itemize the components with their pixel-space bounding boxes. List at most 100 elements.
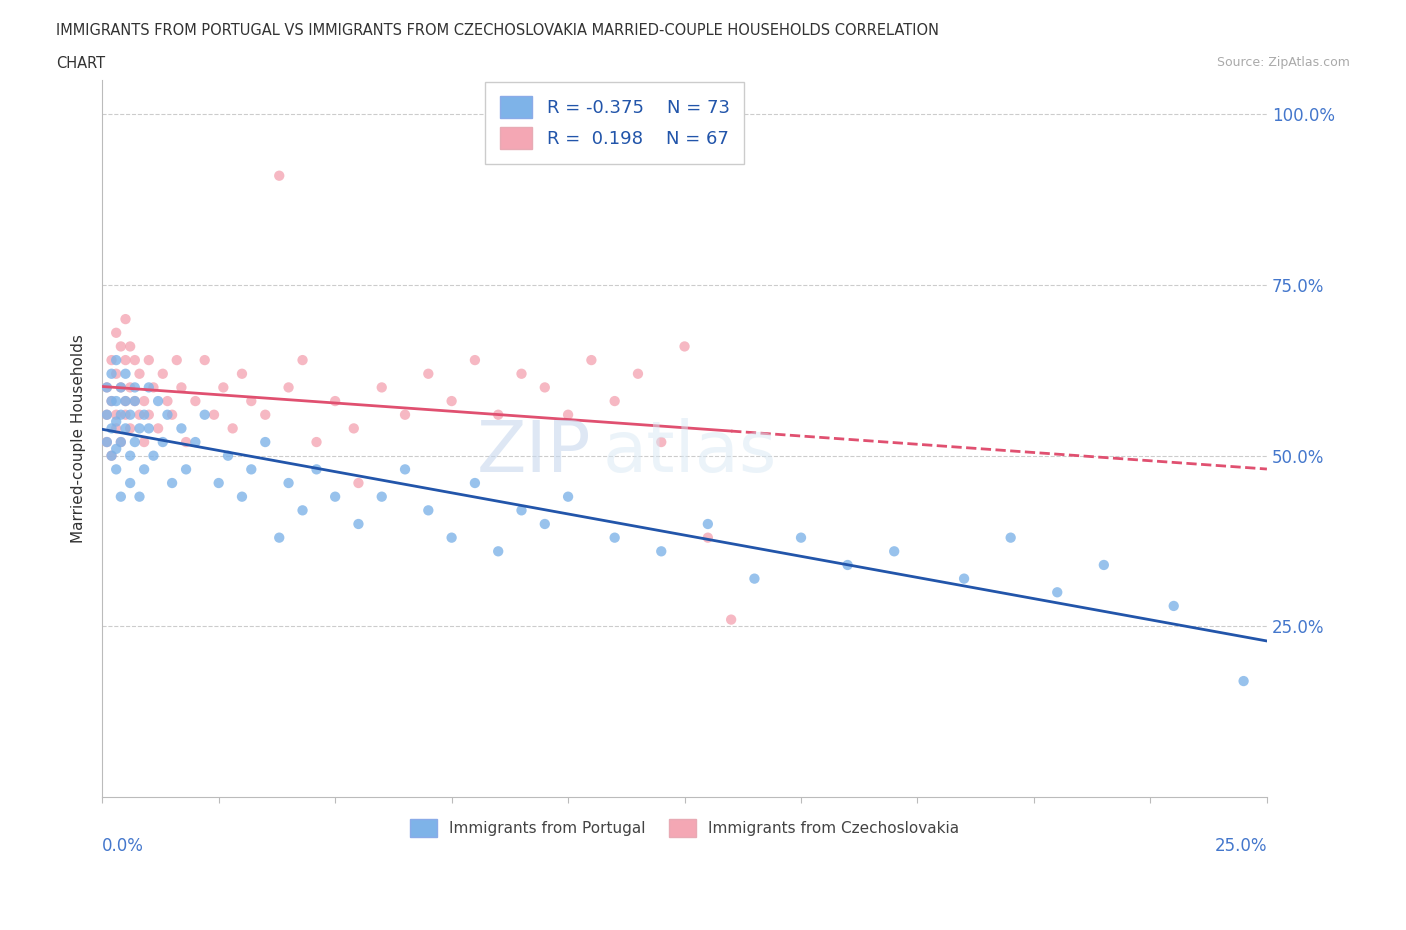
Point [170, 380, 193, 395]
Point [166, 352, 188, 367]
Legend: Immigrants from Portugal, Immigrants from Czechoslovakia: Immigrants from Portugal, Immigrants fro… [404, 813, 966, 844]
Point [464, 352, 486, 367]
Point [110, 407, 132, 422]
Point [120, 407, 142, 422]
Point [254, 407, 277, 422]
Point [371, 489, 394, 504]
Point [221, 421, 243, 436]
Point [418, 503, 440, 518]
Point [138, 421, 160, 436]
Point [96, 434, 118, 449]
Point [305, 462, 328, 477]
Point [486, 407, 509, 422]
Point [105, 414, 128, 429]
Point [347, 516, 370, 531]
Point [100, 393, 122, 408]
Point [347, 475, 370, 490]
Point [231, 489, 253, 504]
Point [323, 489, 346, 504]
Point [603, 393, 626, 408]
Point [96, 407, 118, 422]
Point [883, 544, 905, 559]
Point [254, 434, 277, 449]
Point [371, 380, 394, 395]
Point [146, 393, 169, 408]
Point [100, 352, 122, 367]
Point [134, 407, 156, 422]
Text: 25.0%: 25.0% [1215, 837, 1267, 855]
Point [128, 489, 150, 504]
Point [650, 544, 672, 559]
Point [160, 407, 183, 422]
Point [105, 352, 128, 367]
Point [100, 393, 122, 408]
Point [105, 442, 128, 457]
Point [464, 475, 486, 490]
Point [440, 530, 463, 545]
Text: atlas: atlas [603, 418, 778, 487]
Point [269, 530, 291, 545]
Point [114, 393, 136, 408]
Text: IMMIGRANTS FROM PORTUGAL VS IMMIGRANTS FROM CZECHOSLOVAKIA MARRIED-COUPLE HOUSEH: IMMIGRANTS FROM PORTUGAL VS IMMIGRANTS F… [56, 23, 939, 38]
Point [212, 380, 235, 395]
Point [673, 339, 696, 354]
Point [96, 434, 118, 449]
Point [120, 448, 142, 463]
Point [156, 393, 179, 408]
Point [138, 380, 160, 395]
Point [277, 475, 299, 490]
Point [105, 462, 128, 477]
Point [240, 462, 263, 477]
Point [557, 489, 579, 504]
Point [533, 380, 555, 395]
Point [120, 475, 142, 490]
Point [134, 462, 156, 477]
Point [486, 544, 509, 559]
Point [100, 366, 122, 381]
Point [1000, 530, 1022, 545]
Point [174, 462, 197, 477]
Point [128, 366, 150, 381]
Point [124, 380, 146, 395]
Point [277, 380, 299, 395]
Point [96, 407, 118, 422]
Point [720, 612, 742, 627]
Point [1232, 673, 1254, 688]
Point [440, 393, 463, 408]
Point [138, 407, 160, 422]
Point [128, 407, 150, 422]
Point [146, 421, 169, 436]
Point [105, 366, 128, 381]
Point [650, 434, 672, 449]
Point [152, 434, 174, 449]
Point [581, 352, 603, 367]
Point [114, 421, 136, 436]
Point [557, 407, 579, 422]
Point [208, 475, 231, 490]
Point [114, 407, 136, 422]
Point [291, 503, 314, 518]
Point [184, 393, 207, 408]
Point [184, 434, 207, 449]
Text: 0.0%: 0.0% [103, 837, 143, 855]
Text: CHART: CHART [56, 56, 105, 71]
Point [134, 393, 156, 408]
Point [105, 393, 128, 408]
Point [394, 462, 416, 477]
Point [152, 366, 174, 381]
Point [533, 516, 555, 531]
Point [603, 530, 626, 545]
Point [790, 530, 813, 545]
Point [114, 312, 136, 326]
Point [202, 407, 225, 422]
Point [105, 326, 128, 340]
Point [110, 380, 132, 395]
Point [418, 366, 440, 381]
Point [110, 380, 132, 395]
Point [217, 448, 239, 463]
Point [96, 380, 118, 395]
Point [110, 434, 132, 449]
Point [120, 339, 142, 354]
Point [120, 380, 142, 395]
Point [114, 393, 136, 408]
